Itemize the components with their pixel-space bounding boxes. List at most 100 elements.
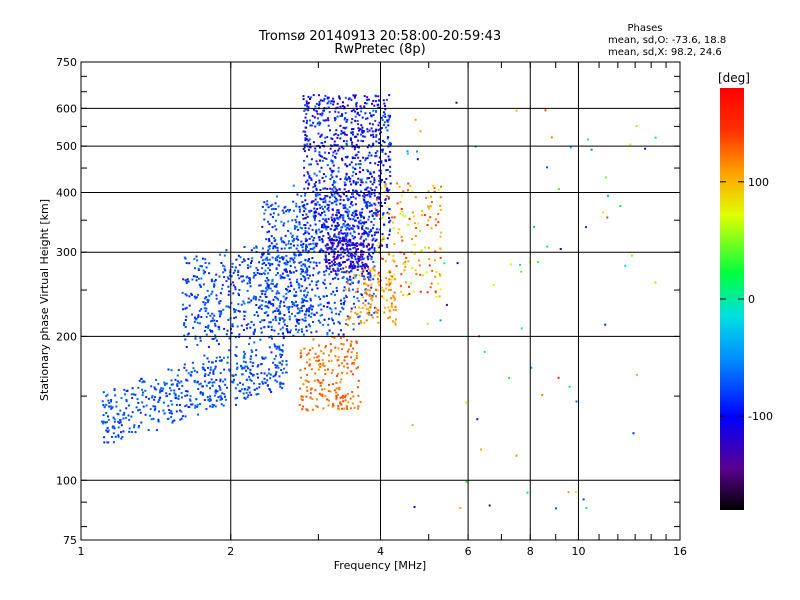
data-point <box>434 250 437 253</box>
data-point <box>266 203 269 206</box>
data-point <box>149 408 152 411</box>
data-point <box>298 210 301 213</box>
data-point <box>415 227 418 229</box>
data-point <box>102 414 105 417</box>
data-point <box>184 394 187 397</box>
data-point <box>241 280 244 283</box>
data-point <box>619 205 622 207</box>
data-point <box>282 224 285 227</box>
data-point <box>278 375 281 378</box>
data-point <box>124 393 126 396</box>
data-point <box>222 271 225 274</box>
data-point <box>355 103 358 106</box>
data-point <box>367 154 370 157</box>
data-point <box>303 224 306 226</box>
data-point <box>387 196 390 199</box>
data-points <box>100 94 657 510</box>
data-point <box>334 277 337 280</box>
data-point <box>372 136 375 138</box>
data-point <box>350 132 353 135</box>
data-point <box>388 141 391 144</box>
data-point <box>349 202 352 205</box>
data-point <box>234 309 237 311</box>
data-point <box>291 239 294 242</box>
data-point <box>346 366 349 369</box>
data-point <box>366 206 369 209</box>
data-point <box>334 307 337 310</box>
data-point <box>285 210 288 213</box>
data-point <box>300 268 303 271</box>
data-point <box>357 255 360 258</box>
data-point <box>298 223 301 226</box>
data-point <box>399 201 402 204</box>
data-point <box>316 287 319 290</box>
data-point <box>219 388 222 391</box>
data-point <box>350 270 353 273</box>
data-point <box>231 325 234 328</box>
data-point <box>234 373 237 376</box>
data-point <box>336 245 339 248</box>
data-point <box>253 247 256 250</box>
data-point <box>105 411 108 414</box>
data-point <box>282 344 284 347</box>
data-point <box>269 287 272 290</box>
data-point <box>366 270 368 272</box>
data-point <box>316 398 318 401</box>
data-point <box>260 327 263 330</box>
data-point <box>341 362 343 365</box>
data-point <box>381 119 384 122</box>
data-point <box>422 274 424 277</box>
data-point <box>102 404 105 406</box>
data-point <box>361 267 364 270</box>
data-point <box>253 274 256 277</box>
data-point <box>320 394 323 397</box>
data-point <box>394 305 397 308</box>
data-point <box>111 426 114 429</box>
data-point <box>334 149 337 152</box>
data-point <box>359 128 362 131</box>
data-point <box>437 188 440 191</box>
data-point <box>305 247 307 250</box>
data-point <box>357 220 360 223</box>
data-point <box>277 292 280 295</box>
y-axis-label: Stationary phase Virtual Height [km] <box>38 199 51 401</box>
data-point <box>356 297 359 300</box>
data-point <box>359 211 362 214</box>
data-point <box>342 147 345 150</box>
data-point <box>361 255 364 258</box>
data-point <box>428 264 431 267</box>
data-point <box>284 263 287 266</box>
data-point <box>233 378 235 381</box>
data-point <box>267 284 270 287</box>
data-point <box>519 264 522 266</box>
data-point <box>354 197 357 200</box>
data-point <box>331 208 334 211</box>
data-point <box>279 381 282 384</box>
data-point <box>321 313 323 316</box>
data-point <box>367 313 370 316</box>
data-point <box>311 288 314 291</box>
data-point <box>278 361 281 364</box>
data-point <box>283 314 286 316</box>
data-point <box>378 177 381 180</box>
data-point <box>327 232 330 234</box>
data-point <box>117 426 120 429</box>
data-point <box>304 224 307 227</box>
data-point <box>289 246 292 249</box>
data-point <box>367 233 370 236</box>
data-point <box>339 268 342 271</box>
data-point <box>227 285 230 288</box>
data-point <box>381 295 383 298</box>
data-point <box>300 240 303 243</box>
data-point <box>326 398 329 401</box>
data-point <box>243 315 246 317</box>
data-point <box>252 331 255 334</box>
data-point <box>184 307 187 310</box>
data-point <box>416 150 418 153</box>
data-point <box>197 315 200 318</box>
data-point <box>389 165 392 168</box>
data-point <box>215 273 218 276</box>
data-point <box>276 364 279 367</box>
data-point <box>306 291 309 294</box>
data-point <box>362 240 365 243</box>
